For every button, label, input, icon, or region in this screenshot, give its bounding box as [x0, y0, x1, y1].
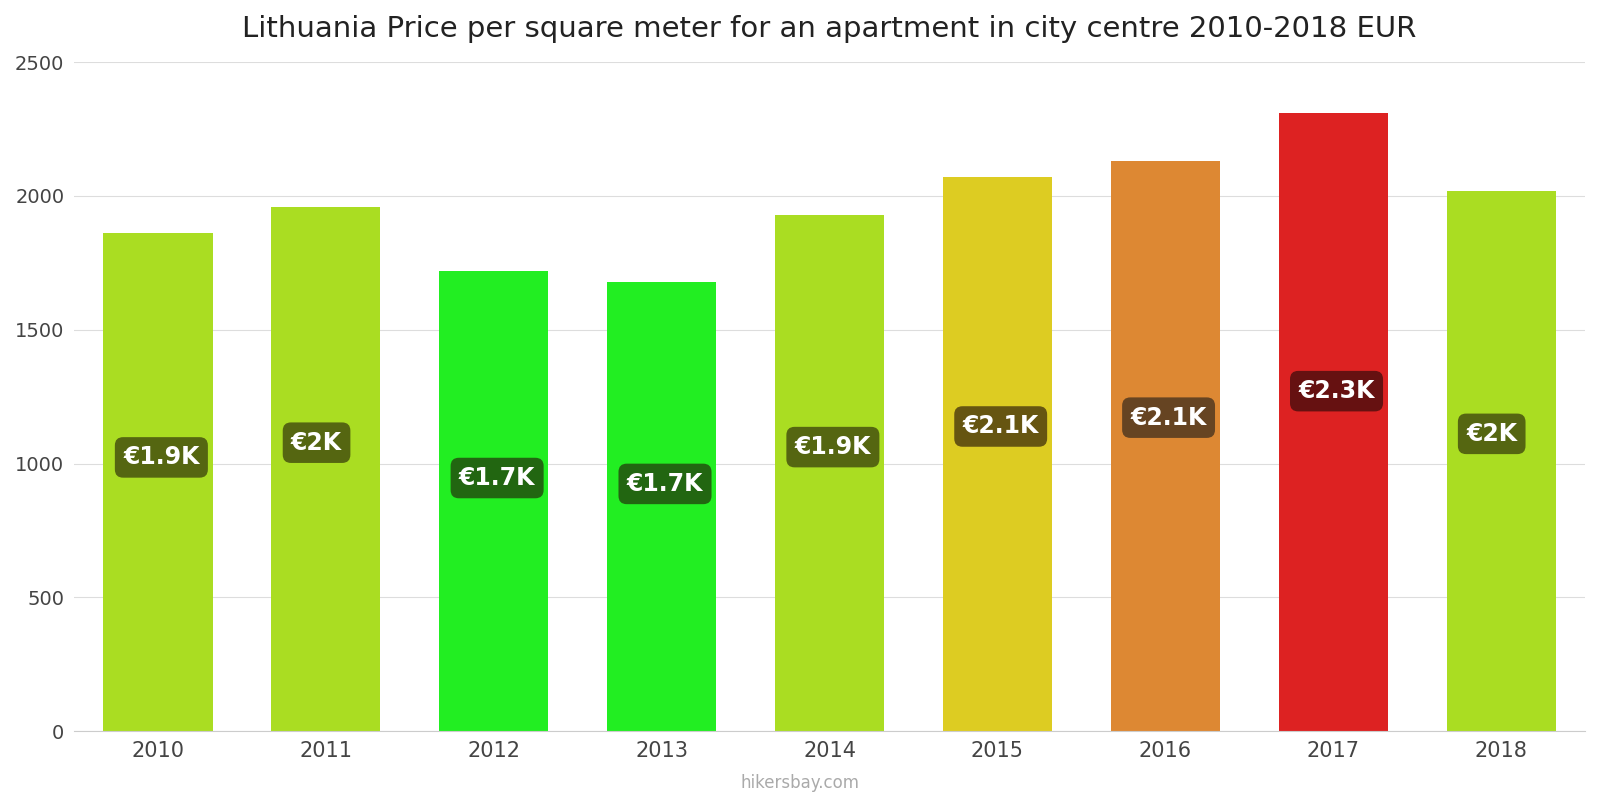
Bar [104, 234, 213, 731]
Text: €1.9K: €1.9K [123, 446, 200, 470]
Text: hikersbay.com: hikersbay.com [741, 774, 859, 792]
Text: €1.7K: €1.7K [627, 472, 704, 496]
Text: €1.9K: €1.9K [795, 435, 870, 459]
Title: Lithuania Price per square meter for an apartment in city centre 2010-2018 EUR: Lithuania Price per square meter for an … [242, 15, 1416, 43]
Text: €2K: €2K [1466, 422, 1517, 446]
Bar [272, 206, 381, 731]
Bar [1446, 190, 1555, 731]
Text: €2.1K: €2.1K [963, 414, 1038, 438]
Bar [774, 214, 885, 731]
Text: €2.1K: €2.1K [1130, 406, 1206, 430]
Bar [606, 282, 717, 731]
Bar [1278, 113, 1387, 731]
Bar [1110, 161, 1219, 731]
Bar [440, 271, 549, 731]
Bar [942, 177, 1051, 731]
Text: €2K: €2K [291, 430, 342, 454]
Text: €2.3K: €2.3K [1298, 379, 1374, 403]
Text: €1.7K: €1.7K [459, 466, 536, 490]
